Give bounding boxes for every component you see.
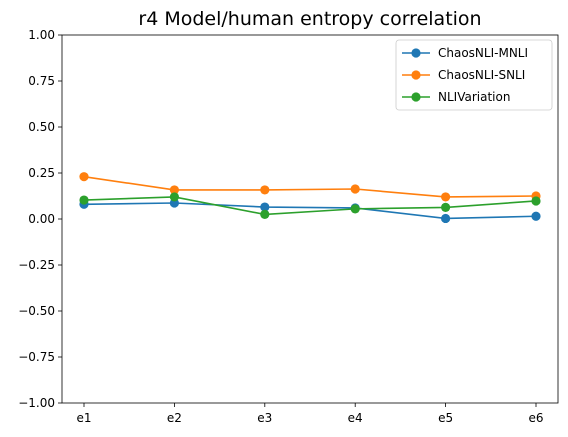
axes-frame [61, 34, 559, 404]
x-tick-label: e3 [257, 411, 272, 425]
y-tick-label: −0.25 [18, 258, 55, 272]
data-point [260, 209, 270, 219]
legend-marker [411, 92, 421, 102]
legend-label: ChaosNLI-MNLI [438, 46, 528, 60]
series-line [83, 196, 537, 216]
data-point [350, 184, 360, 194]
x-tick-label: e2 [167, 411, 182, 425]
y-tick-label: −1.00 [18, 396, 55, 410]
y-tick-label: −0.50 [18, 304, 55, 318]
x-tick-label: e5 [438, 411, 453, 425]
data-point [441, 202, 451, 213]
axes: −1.00 −0.75 −0.50 −0.25 0.00 0.25 0.50 0.75 1.00… [18, 28, 559, 425]
chart-title: r4 Model/human entropy correlation [138, 8, 481, 30]
data-point [260, 202, 270, 212]
data-point [260, 185, 270, 195]
series-line [83, 175, 537, 198]
data-point [441, 192, 451, 202]
y-tick-label: 1.00 [28, 28, 55, 42]
legend-label: NLIVariation [438, 90, 510, 104]
x-tick-label: e1 [76, 411, 91, 425]
data-point [169, 185, 179, 195]
series-line [83, 202, 537, 220]
series-nlivariation [79, 192, 541, 219]
y-tick-label: 0.00 [28, 212, 55, 226]
y-tick-label: 0.25 [28, 166, 55, 180]
legend: ChaosNLI-MNLI ChaosNLI-SNLI NLIVariation [395, 39, 553, 111]
data-point [79, 172, 89, 182]
data-point [441, 213, 451, 224]
y-tick-label: −0.75 [18, 350, 55, 364]
data-point [531, 196, 541, 206]
legend-marker [411, 48, 421, 58]
data-point [531, 211, 541, 221]
data-point [350, 204, 360, 214]
legend-label: ChaosNLI-SNLI [438, 68, 525, 82]
legend-marker [411, 70, 421, 80]
data-point [79, 195, 89, 205]
y-tick-label: 0.50 [28, 120, 55, 134]
series-layer [79, 172, 541, 224]
data-point [169, 192, 179, 202]
y-tick-label: 0.75 [28, 74, 55, 88]
legend-box [395, 39, 553, 111]
x-tick-label: e4 [348, 411, 363, 425]
x-tick-label: e6 [528, 411, 543, 425]
